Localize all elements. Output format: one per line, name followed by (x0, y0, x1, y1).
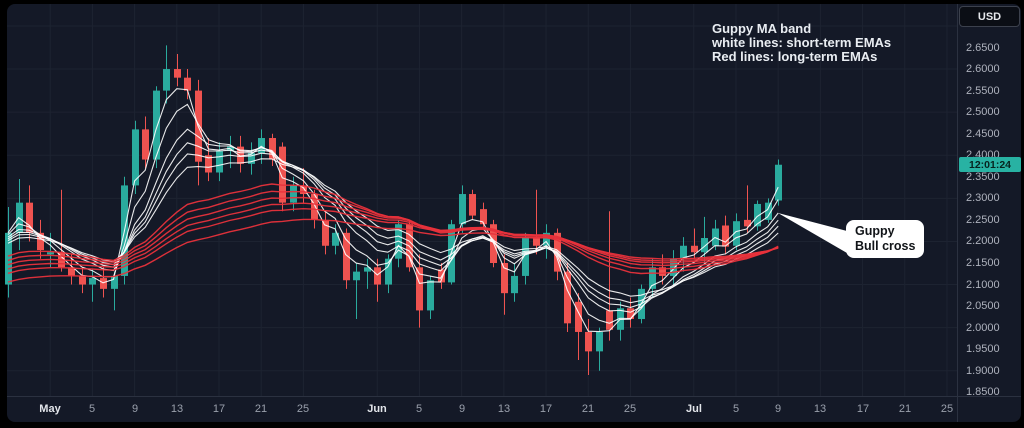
time-axis-label: 21 (254, 403, 268, 415)
time-axis-label: 21 (898, 403, 912, 415)
price-axis-label: 2.5500 (966, 85, 1000, 97)
annotation-line: Guppy MA band (712, 21, 812, 36)
time-axis-label: 13 (813, 403, 827, 415)
price-axis-label: 2.3000 (966, 192, 1000, 204)
time-axis-label: 17 (856, 403, 870, 415)
price-axis-label: 2.2000 (966, 235, 1000, 247)
price-axis[interactable]: 2.6500 2.6000 2.5500 2.5000 2.4500 2.4000 2.35… (958, 4, 1022, 398)
price-axis-label: 2.4500 (966, 128, 1000, 140)
currency-toggle-button[interactable]: USD (959, 6, 1020, 27)
callout-line: Guppy (855, 224, 895, 238)
time-axis-label: 9 (458, 403, 466, 415)
time-axis-label: 25 (623, 403, 637, 415)
time-axis-label: 17 (212, 403, 226, 415)
price-axis-label: 2.3500 (966, 171, 1000, 183)
guppy-band-text-annotation[interactable]: Guppy MA band white lines: short-term EM… (712, 22, 891, 64)
time-axis-label: 5 (732, 403, 740, 415)
price-axis-label: 2.1500 (966, 257, 1000, 269)
bull-cross-callout[interactable]: Guppy Bull cross (846, 220, 925, 258)
time-axis-label: 5 (415, 403, 423, 415)
time-axis-label: Jul (686, 403, 702, 415)
annotation-line: white lines: short-term EMAs (712, 35, 892, 50)
price-axis-label: 2.0500 (966, 300, 1000, 312)
time-axis-label: Jun (367, 403, 387, 415)
price-axis-label: 2.5000 (966, 106, 1000, 118)
time-axis-label: 25 (940, 403, 954, 415)
bar-countdown-badge: 12:01:24 (959, 157, 1021, 172)
time-axis-label: 17 (539, 403, 553, 415)
time-axis-label: 25 (296, 403, 310, 415)
price-axis-label: 2.1000 (966, 279, 1000, 291)
annotation-line: Red lines: long-term EMAs (712, 49, 878, 64)
price-axis-label: 1.8500 (966, 386, 1000, 398)
time-axis-label: 13 (497, 403, 511, 415)
time-axis-label: 9 (774, 403, 782, 415)
time-axis-label: 5 (88, 403, 96, 415)
time-axis-label: May (39, 403, 61, 415)
price-axis-label: 2.6000 (966, 63, 1000, 75)
price-axis-label: 1.9000 (966, 365, 1000, 377)
price-axis-label: 2.6500 (966, 42, 1000, 54)
price-axis-label: 2.0000 (966, 322, 1000, 334)
price-axis-label: 1.9500 (966, 343, 1000, 355)
time-axis-label: 21 (581, 403, 595, 415)
callout-line: Bull cross (855, 239, 916, 253)
time-axis[interactable]: May 5 9 13 17 21 25 Jun 5 9 13 17 21 25 Jul 5 9 13 17 21 25 (7, 396, 958, 422)
time-axis-label: 13 (170, 403, 184, 415)
price-axis-label: 2.2500 (966, 214, 1000, 226)
time-axis-label: 9 (131, 403, 139, 415)
